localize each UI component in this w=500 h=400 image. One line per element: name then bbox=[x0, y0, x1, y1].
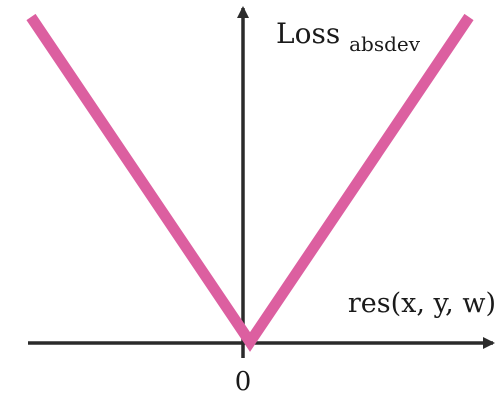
x-tick-label-zero: 0 bbox=[235, 367, 252, 397]
y-axis-label-main: Loss bbox=[276, 17, 340, 50]
x-axis-label: res(x, y, w) bbox=[348, 288, 496, 319]
y-axis-label-subscript: absdev bbox=[349, 32, 421, 56]
axes bbox=[28, 6, 495, 358]
series-line-0 bbox=[26, 13, 474, 352]
series-layer bbox=[26, 13, 474, 352]
y-axis-label: Loss absdev bbox=[276, 17, 421, 56]
